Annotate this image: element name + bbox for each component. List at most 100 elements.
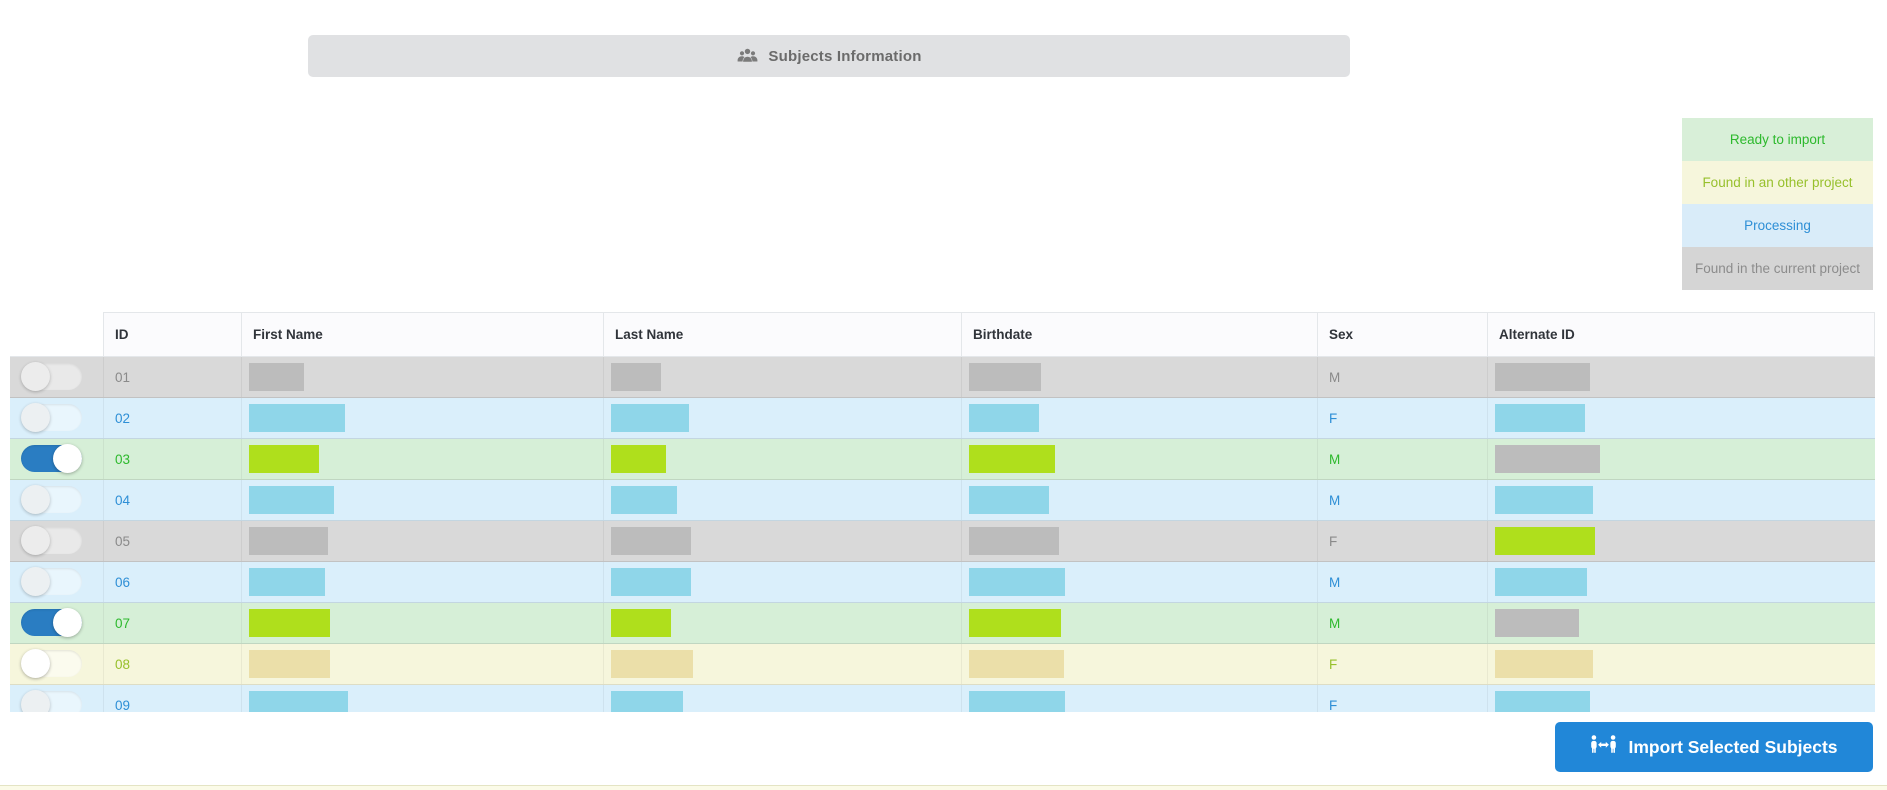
last-name-cell xyxy=(603,439,961,479)
column-header-first-name: First Name xyxy=(241,312,603,357)
last-name-placeholder xyxy=(611,445,666,473)
select-toggle-07[interactable] xyxy=(21,608,82,637)
select-cell xyxy=(10,357,103,397)
last-name-cell xyxy=(603,521,961,561)
subject-id-link[interactable]: 02 xyxy=(115,410,131,426)
alternate-id-cell xyxy=(1487,603,1875,643)
legend-item-ready-to-import: Ready to import xyxy=(1682,118,1873,161)
last-name-placeholder xyxy=(611,404,689,432)
sex-cell: F xyxy=(1317,685,1487,712)
subject-row-02: 02 F xyxy=(10,398,1875,439)
toggle-knob xyxy=(53,608,82,637)
first-name-placeholder xyxy=(249,363,304,391)
sex-cell: F xyxy=(1317,398,1487,438)
column-header-id: ID xyxy=(103,312,241,357)
last-name-placeholder xyxy=(611,486,677,514)
subject-id-link[interactable]: 08 xyxy=(115,656,131,672)
first-name-cell xyxy=(241,562,603,602)
sex-cell: F xyxy=(1317,521,1487,561)
legend-item-processing: Processing xyxy=(1682,204,1873,247)
birthdate-cell xyxy=(961,562,1317,602)
subjects-table: ID First Name Last Name Birthdate Sex Alterna… xyxy=(10,312,1875,712)
birthdate-cell xyxy=(961,398,1317,438)
bottom-panel-edge xyxy=(0,785,1887,790)
select-toggle-04 xyxy=(21,485,82,514)
subject-id-link[interactable]: 04 xyxy=(115,492,131,508)
alternate-id-placeholder xyxy=(1495,650,1593,678)
select-toggle-02 xyxy=(21,403,82,432)
subject-row-05: 05 F xyxy=(10,521,1875,562)
last-name-placeholder xyxy=(611,691,683,712)
alternate-id-cell xyxy=(1487,357,1875,397)
subject-row-03: 03 M xyxy=(10,439,1875,480)
select-toggle-01 xyxy=(21,362,82,391)
subject-id-link[interactable]: 09 xyxy=(115,697,131,713)
legend-item-found-in-current-project: Found in the current project xyxy=(1682,247,1873,290)
first-name-cell xyxy=(241,603,603,643)
toggle-knob xyxy=(21,526,50,555)
alternate-id-placeholder xyxy=(1495,609,1579,637)
first-name-placeholder xyxy=(249,404,345,432)
subject-id-link[interactable]: 07 xyxy=(115,615,131,631)
column-header-select xyxy=(10,312,103,357)
table-header: ID First Name Last Name Birthdate Sex Alterna… xyxy=(10,312,1875,357)
select-cell xyxy=(10,439,103,479)
last-name-cell xyxy=(603,562,961,602)
first-name-cell xyxy=(241,480,603,520)
id-cell: 01 xyxy=(103,357,241,397)
birthdate-placeholder xyxy=(969,691,1065,712)
subject-id-link[interactable]: 06 xyxy=(115,574,131,590)
alternate-id-cell xyxy=(1487,521,1875,561)
first-name-placeholder xyxy=(249,445,319,473)
sex-cell: M xyxy=(1317,439,1487,479)
id-cell: 09 xyxy=(103,685,241,712)
import-selected-subjects-button[interactable]: Import Selected Subjects xyxy=(1555,722,1873,772)
birthdate-cell xyxy=(961,603,1317,643)
subject-id-link[interactable]: 03 xyxy=(115,451,131,467)
alternate-id-placeholder xyxy=(1495,486,1593,514)
select-toggle-08[interactable] xyxy=(21,649,82,678)
first-name-cell xyxy=(241,398,603,438)
last-name-cell xyxy=(603,685,961,712)
birthdate-cell xyxy=(961,685,1317,712)
birthdate-placeholder xyxy=(969,568,1065,596)
first-name-placeholder xyxy=(249,486,334,514)
select-cell xyxy=(10,521,103,561)
column-header-sex: Sex xyxy=(1317,312,1487,357)
first-name-placeholder xyxy=(249,691,348,712)
subject-row-09: 09 F xyxy=(10,685,1875,712)
alternate-id-cell xyxy=(1487,480,1875,520)
alternate-id-placeholder xyxy=(1495,363,1590,391)
birthdate-placeholder xyxy=(969,363,1041,391)
users-icon xyxy=(736,48,759,64)
first-name-cell xyxy=(241,685,603,712)
id-cell: 06 xyxy=(103,562,241,602)
sex-cell: M xyxy=(1317,562,1487,602)
last-name-cell xyxy=(603,644,961,684)
subjects-information-header[interactable]: Subjects Information xyxy=(308,35,1350,77)
first-name-cell xyxy=(241,439,603,479)
first-name-cell xyxy=(241,521,603,561)
alternate-id-placeholder xyxy=(1495,691,1590,712)
column-header-birthdate: Birthdate xyxy=(961,312,1317,357)
first-name-placeholder xyxy=(249,609,330,637)
subject-id-link[interactable]: 05 xyxy=(115,533,131,549)
table-body: 01 M 02 F 03 M 04 M 05 F 06 M 07 M 08 F 09 F xyxy=(10,357,1875,712)
subject-id-link[interactable]: 01 xyxy=(115,369,131,385)
people-arrows-icon xyxy=(1590,734,1617,760)
alternate-id-cell xyxy=(1487,685,1875,712)
id-cell: 04 xyxy=(103,480,241,520)
last-name-placeholder xyxy=(611,527,691,555)
select-toggle-03[interactable] xyxy=(21,444,82,473)
id-cell: 08 xyxy=(103,644,241,684)
select-toggle-06 xyxy=(21,567,82,596)
sex-cell: F xyxy=(1317,644,1487,684)
subject-row-08: 08 F xyxy=(10,644,1875,685)
header-title: Subjects Information xyxy=(768,47,922,65)
toggle-knob xyxy=(21,690,50,712)
subject-row-06: 06 M xyxy=(10,562,1875,603)
alternate-id-cell xyxy=(1487,644,1875,684)
birthdate-placeholder xyxy=(969,486,1049,514)
alternate-id-placeholder xyxy=(1495,527,1595,555)
